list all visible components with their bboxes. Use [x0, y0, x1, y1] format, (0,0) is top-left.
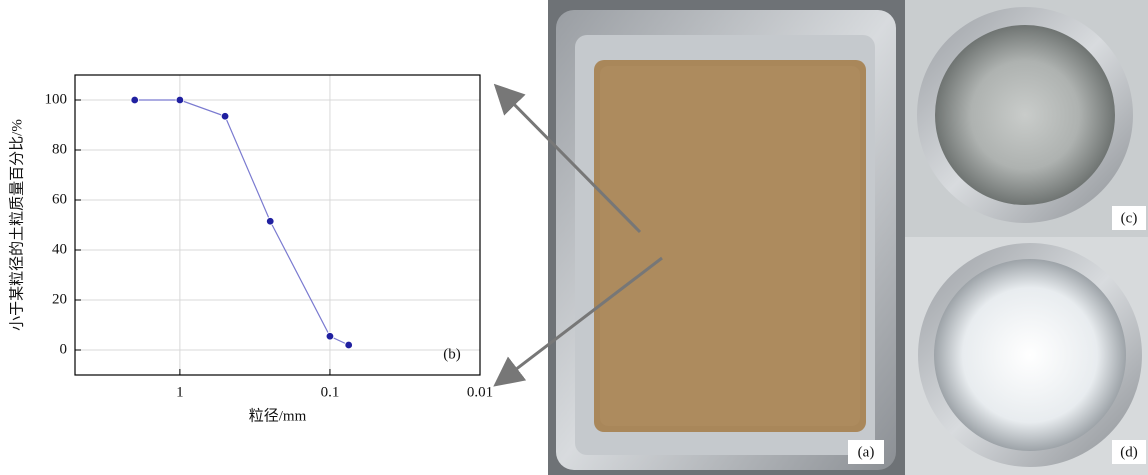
y-tick-label: 20 — [52, 291, 67, 307]
figure: (a) (c) (d) 1 0.1 0.01 0 20 40 60 80 100 粒径/mm 小于某… — [0, 0, 1148, 475]
photo-c — [905, 0, 1148, 237]
y-tick-label: 60 — [52, 191, 67, 207]
data-line — [135, 100, 349, 345]
y-axis-label: 小于某粒径的土粒质量百分比/% — [8, 119, 25, 331]
y-tick-label: 40 — [52, 241, 67, 257]
data-point — [131, 96, 139, 104]
x-tick-label: 0.1 — [321, 384, 340, 400]
x-tick-label: 1 — [176, 384, 184, 400]
photo-d — [905, 237, 1148, 475]
plot-frame — [75, 75, 480, 375]
panel-label: (b) — [443, 346, 461, 362]
x-axis-label: 粒径/mm — [249, 407, 307, 424]
data-point — [345, 341, 353, 349]
panel-label: (d) — [1120, 444, 1138, 460]
photo-a — [548, 0, 905, 475]
x-tick-label: 0.01 — [467, 384, 493, 400]
y-tick-label: 80 — [52, 141, 67, 157]
y-tick-label: 0 — [60, 341, 68, 357]
panel-label: (c) — [1121, 210, 1138, 226]
data-point — [176, 96, 184, 104]
chart: 1 0.1 0.01 0 20 40 60 80 100 粒径/mm 小于某粒径的土粒质量百分比/%… — [8, 75, 493, 424]
data-point — [221, 112, 229, 120]
data-point — [326, 332, 334, 340]
y-tick-label: 100 — [45, 91, 68, 107]
panel-label: (a) — [858, 444, 875, 460]
data-point — [266, 217, 274, 225]
